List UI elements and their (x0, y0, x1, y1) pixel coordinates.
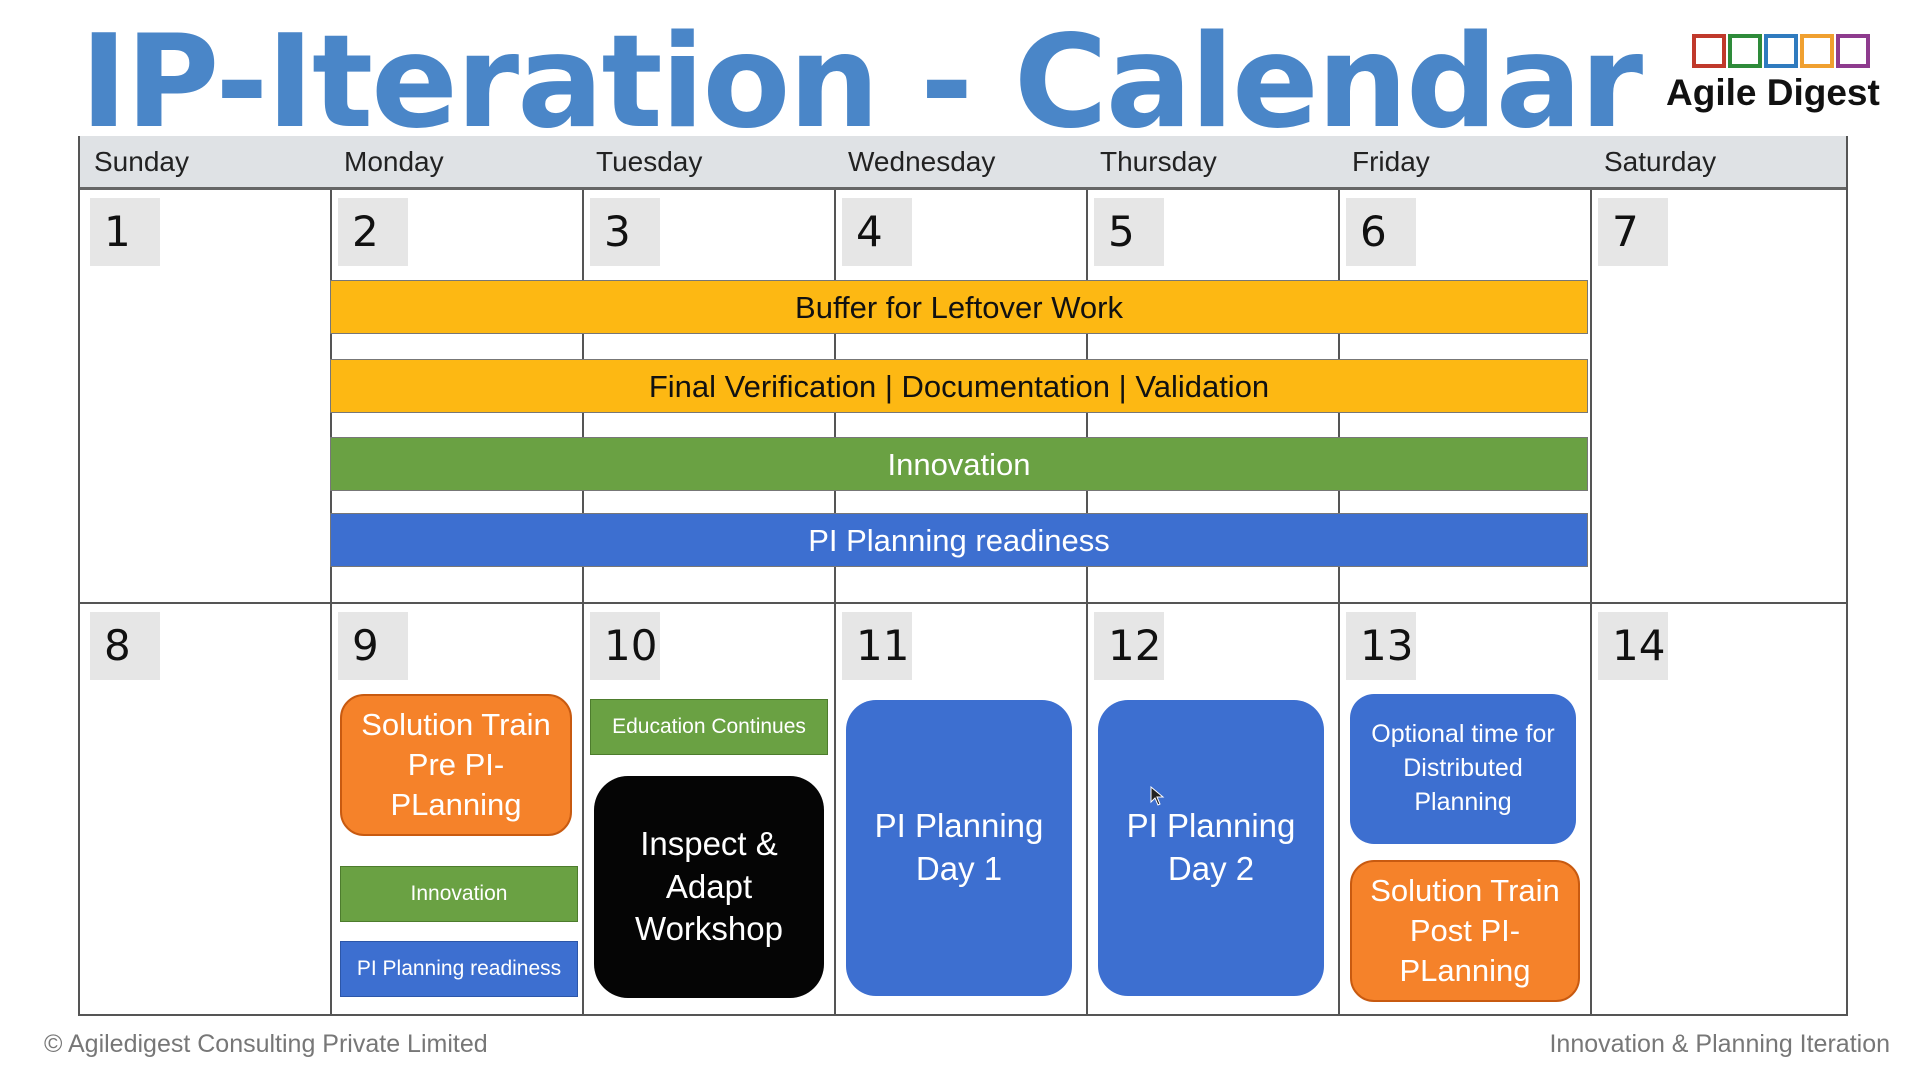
bar-pi-planning-readiness: PI Planning readiness (330, 513, 1588, 567)
week-separator (80, 602, 1846, 604)
date-cell: 10 (590, 612, 660, 680)
innovation-small: Innovation (340, 866, 578, 922)
education-continues: Education Continues (590, 699, 828, 755)
date-cell: 7 (1598, 198, 1668, 266)
date-cell: 3 (590, 198, 660, 266)
solution-train-pre-pi-planning: Solution Train Pre PI-PLanning (340, 694, 572, 836)
page-title: IP-Iteration - Calendar (80, 8, 1643, 157)
weekday-tuesday: Tuesday (596, 146, 703, 177)
weekday-saturday: Saturday (1604, 146, 1717, 177)
weekday-wednesday: Wednesday (848, 146, 996, 177)
date-cell: 14 (1598, 612, 1668, 680)
logo-text: Agile Digest (1666, 72, 1880, 113)
weekday-sunday: Sunday (94, 146, 189, 177)
pi-planning-readiness-small: PI Planning readiness (340, 941, 578, 997)
pi-planning-day-2: PI Planning Day 2 (1098, 700, 1324, 996)
date-cell: 2 (338, 198, 408, 266)
date-cell: 13 (1346, 612, 1416, 680)
date-cell: 9 (338, 612, 408, 680)
weekday-header: Sunday Monday Tuesday Wednesday Thursday… (80, 136, 1846, 190)
weekday-friday: Friday (1352, 146, 1430, 177)
agile-digest-logo: Agile Digest (1650, 30, 1900, 130)
date-cell: 8 (90, 612, 160, 680)
bar-innovation: Innovation (330, 437, 1588, 491)
bar-final-verification: Final Verification | Documentation | Val… (330, 359, 1588, 413)
date-cell: 1 (90, 198, 160, 266)
date-cell: 11 (842, 612, 912, 680)
calendar-grid: Sunday Monday Tuesday Wednesday Thursday… (78, 136, 1848, 1016)
inspect-adapt-workshop: Inspect & Adapt Workshop (594, 776, 824, 998)
date-cell: 12 (1094, 612, 1164, 680)
solution-train-post-pi-planning: Solution Train Post PI-PLanning (1350, 860, 1580, 1002)
date-cell: 5 (1094, 198, 1164, 266)
weekday-thursday: Thursday (1100, 146, 1217, 177)
date-cell: 4 (842, 198, 912, 266)
optional-distributed-planning: Optional time for Distributed Planning (1350, 694, 1576, 844)
footer-copyright: © Agiledigest Consulting Private Limited (44, 1030, 488, 1058)
bar-buffer-leftover-work: Buffer for Leftover Work (330, 280, 1588, 334)
weekday-monday: Monday (344, 146, 444, 177)
pi-planning-day-1: PI Planning Day 1 (846, 700, 1072, 996)
date-cell: 6 (1346, 198, 1416, 266)
footer-section-title: Innovation & Planning Iteration (1549, 1030, 1890, 1058)
mouse-cursor-icon (1150, 786, 1165, 806)
